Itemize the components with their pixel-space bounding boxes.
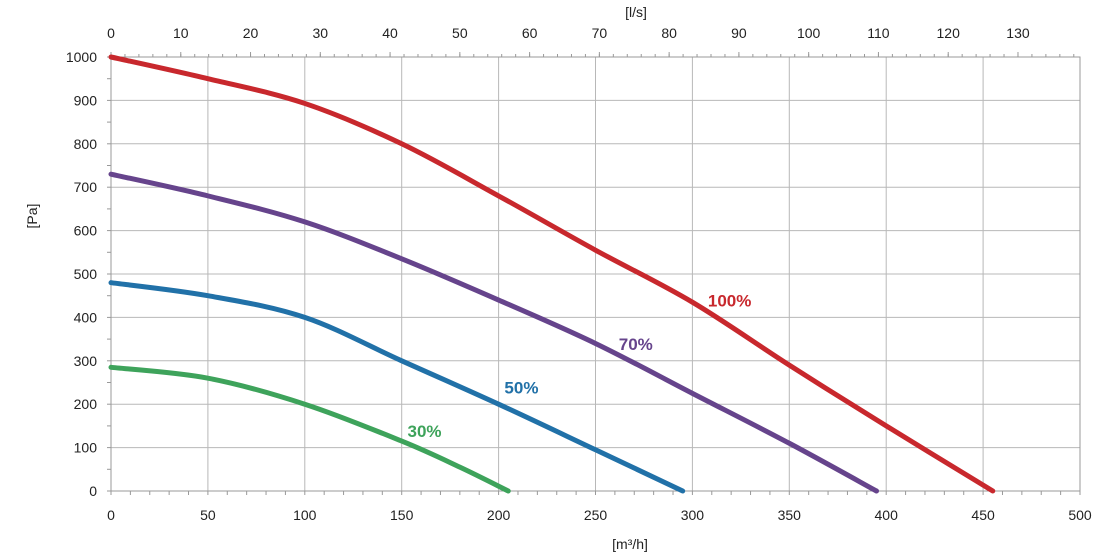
x-tick-label: 0 [107,507,115,523]
y-tick-label: 600 [74,223,98,239]
y-tick-label: 400 [74,309,98,325]
plot-frame [110,56,1081,492]
x-tick-label: 400 [875,507,899,523]
x-tick-label: 200 [487,507,511,523]
x2-tick-label: 60 [522,25,538,41]
series-line-30pct [108,364,511,494]
x2-tick-label: 110 [867,25,890,41]
x2-tick-label: 80 [661,25,677,41]
x2-tick-label: 20 [243,25,259,41]
x-tick-label: 450 [971,507,995,523]
series [108,54,996,494]
y-tick-label: 800 [74,136,98,152]
y-tick-label: 900 [74,92,98,108]
x2-tick-label: 130 [1006,25,1030,41]
y-tick-label: 100 [74,440,98,456]
y-tick-label: 200 [74,396,98,412]
y-tick-label: 0 [89,483,97,499]
x-tick-label: 100 [293,507,317,523]
x2-tick-label: 0 [107,25,115,41]
x2-tick-label: 30 [313,25,329,41]
y-tick-label: 500 [74,266,98,282]
y-tick-label: 300 [74,353,98,369]
series-label: 30% [408,422,442,441]
x-tick-label: 300 [681,507,705,523]
x-axis-title: [m³/h] [612,536,648,552]
x-tick-label: 50 [200,507,216,523]
x-tick-label: 350 [778,507,802,523]
y-axis-title: [Pa] [24,204,40,229]
x2-tick-label: 50 [452,25,468,41]
series-line-70pct [108,171,880,494]
x-tick-label: 150 [390,507,414,523]
grid [107,52,1081,495]
x2-tick-label: 10 [173,25,189,41]
series-label: 50% [504,378,538,397]
series-labels: 100% 70% 50% 30% [408,292,752,441]
series-label: 70% [619,335,653,354]
series-line-50pct [108,280,686,494]
x2-tick-label: 120 [937,25,961,41]
x2-tick-label: 90 [731,25,747,41]
x2-tick-label: 100 [797,25,821,41]
series-label: 100% [708,292,751,311]
x2-tick-label: 70 [592,25,608,41]
x2-axis-title: [l/s] [625,4,647,20]
x-tick-label: 500 [1068,507,1092,523]
series-line-100pct [108,54,996,494]
x2-tick-label: 40 [382,25,398,41]
x-tick-label: 250 [584,507,608,523]
y-tick-label: 1000 [66,49,97,65]
y-tick-label: 700 [74,179,98,195]
